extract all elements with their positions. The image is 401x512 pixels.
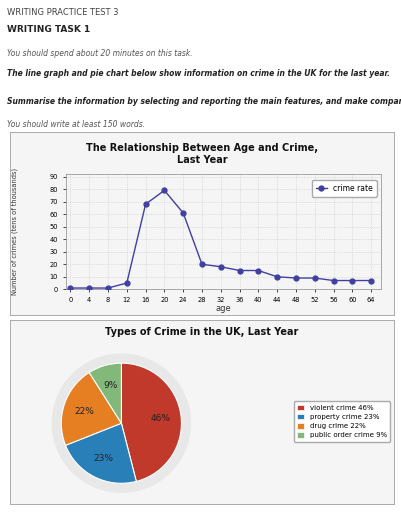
Text: age: age xyxy=(215,304,231,313)
Text: You should spend about 20 minutes on this task.: You should spend about 20 minutes on thi… xyxy=(7,49,192,58)
Text: Summarise the information by selecting and reporting the main features, and make: Summarise the information by selecting a… xyxy=(7,97,401,106)
Text: WRITING TASK 1: WRITING TASK 1 xyxy=(7,25,90,34)
Text: Number of crimes (tens of thousands): Number of crimes (tens of thousands) xyxy=(12,168,18,295)
Legend: violent crime 46%, property crime 23%, drug crime 22%, public order crime 9%: violent crime 46%, property crime 23%, d… xyxy=(293,401,389,441)
Text: The Relationship Between Age and Crime,
Last Year: The Relationship Between Age and Crime, … xyxy=(86,143,317,165)
Text: WRITING PRACTICE TEST 3: WRITING PRACTICE TEST 3 xyxy=(7,8,118,17)
Text: Types of Crime in the UK, Last Year: Types of Crime in the UK, Last Year xyxy=(105,327,298,337)
Text: You should write at least 150 words.: You should write at least 150 words. xyxy=(7,120,145,130)
Text: The line graph and pie chart below show information on crime in the UK for the l: The line graph and pie chart below show … xyxy=(7,69,389,78)
